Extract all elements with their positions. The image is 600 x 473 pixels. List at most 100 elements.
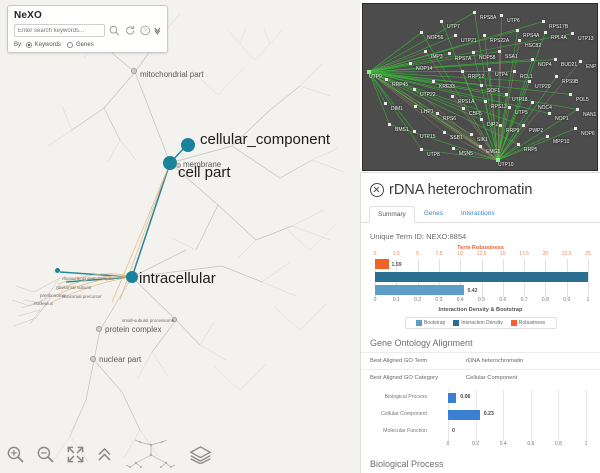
- gene-node-sik1[interactable]: [470, 133, 473, 136]
- gene-node-bud21[interactable]: [554, 58, 557, 61]
- gene-node-utp18[interactable]: [505, 93, 508, 96]
- gene-node-imp3[interactable]: [424, 50, 427, 53]
- gene-node-cbf5[interactable]: [462, 107, 465, 110]
- gene-node-rcl1[interactable]: [513, 70, 516, 73]
- gene-node-ssb1[interactable]: [443, 131, 446, 134]
- go-row-biological-process: Biological Process 0.06: [370, 390, 591, 407]
- filter-label: By:: [14, 42, 23, 48]
- search-icon[interactable]: [108, 24, 120, 37]
- gene-node-rps17b[interactable]: [542, 20, 545, 23]
- go-gridline: [586, 390, 587, 407]
- gene-node-rps13[interactable]: [484, 100, 487, 103]
- gene-node-rps9b[interactable]: [555, 75, 558, 78]
- gene-label-nop6: NOP6: [581, 131, 595, 137]
- fit-screen-icon[interactable]: [66, 445, 85, 464]
- refresh-icon[interactable]: [124, 24, 136, 37]
- gene-node-utp8[interactable]: [420, 148, 423, 151]
- tree-node-nuclear-part[interactable]: [90, 356, 96, 362]
- gene-node-enp1[interactable]: [579, 60, 582, 63]
- gene-node-utp6[interactable]: [500, 14, 503, 17]
- network-overview-icon[interactable]: [124, 439, 178, 469]
- gene-node-rps6[interactable]: [436, 112, 439, 115]
- gene-node-utp7[interactable]: [440, 20, 443, 23]
- robustness-tick: 25: [585, 251, 591, 257]
- unique-term-id: Unique Term ID: NEXO:8854: [370, 232, 467, 241]
- gene-node-nan1[interactable]: [576, 108, 579, 111]
- go-gridline: [558, 424, 560, 441]
- gene-node-utp21[interactable]: [454, 34, 457, 37]
- gene-label-dim1: DIM1: [391, 106, 403, 112]
- tree-node-cellular-component[interactable]: [181, 138, 195, 152]
- gene-node-lhp1[interactable]: [414, 105, 417, 108]
- search-input[interactable]: [14, 24, 106, 37]
- layers-icon[interactable]: [189, 444, 212, 464]
- gene-node-rps8a[interactable]: [473, 11, 476, 14]
- radio-keywords[interactable]: [25, 42, 32, 48]
- gene-node-rrp5[interactable]: [517, 143, 520, 146]
- tree-node-rnp-complex[interactable]: [55, 268, 60, 273]
- tab-genes[interactable]: Genes: [423, 210, 443, 217]
- tree-node-cell-part[interactable]: [163, 156, 177, 170]
- gene-node-nop58[interactable]: [472, 51, 475, 54]
- ontology-tree-canvas[interactable]: cellular_component cell part intracellul…: [0, 0, 360, 473]
- gene-node-msn5[interactable]: [452, 147, 455, 150]
- tab-interactions[interactable]: Interactions: [460, 210, 495, 217]
- gene-node-kre33[interactable]: [432, 80, 435, 83]
- tree-label-mitochondrial-part: mitochondrial part: [140, 70, 204, 79]
- help-icon[interactable]: ?: [139, 24, 151, 37]
- gene-node-rps4a[interactable]: [516, 29, 519, 32]
- gene-node-rps22a[interactable]: [483, 34, 486, 37]
- go-tick: 0: [446, 441, 450, 447]
- legend-item-interaction-density[interactable]: Interaction Density: [453, 320, 503, 326]
- gene-node-pwp2[interactable]: [522, 124, 525, 127]
- tree-node-mitochondrial-part[interactable]: [131, 68, 137, 74]
- gene-node-utp15[interactable]: [413, 130, 416, 133]
- gene-node-rps1a[interactable]: [451, 95, 454, 98]
- gene-node-rps7a[interactable]: [448, 52, 451, 55]
- gene-node-rpl4a[interactable]: [544, 31, 547, 34]
- radio-genes[interactable]: [67, 42, 74, 48]
- gene-node-ssa1[interactable]: [498, 50, 501, 53]
- gene-node-noc4[interactable]: [531, 101, 534, 104]
- gene-label-rpl4a: RPL4A: [551, 35, 567, 41]
- gene-node-utp4[interactable]: [488, 68, 491, 71]
- gene-node-nop4[interactable]: [531, 58, 534, 61]
- gene-node-bms1[interactable]: [388, 123, 391, 126]
- gene-node-emg1[interactable]: [479, 145, 482, 148]
- tree-node-protein-complex[interactable]: [96, 326, 102, 332]
- gene-node-nop56[interactable]: [420, 31, 423, 34]
- gene-node-pol5[interactable]: [569, 93, 572, 96]
- gene-node-rrp12[interactable]: [461, 70, 464, 73]
- biological-process-heading: Biological Process: [361, 450, 591, 473]
- gene-node-utp10[interactable]: [496, 158, 500, 162]
- gene-node-dip2[interactable]: [480, 118, 483, 121]
- gene-node-utp9[interactable]: [367, 70, 371, 74]
- gene-node-mpp10[interactable]: [546, 135, 549, 138]
- gene-node-dim1[interactable]: [384, 102, 387, 105]
- tree-node-intracellular[interactable]: [126, 271, 138, 283]
- tree-node-small-subunit-processome[interactable]: [172, 317, 177, 322]
- gene-interaction-network[interactable]: UTP9 UTP10 UTP7 RPS8A UTP6 RPS17B NOP56 UTP21 RP…: [362, 3, 598, 171]
- legend-item-robustness[interactable]: Robustness: [510, 320, 545, 326]
- legend-item-bootstrap[interactable]: Bootstrap: [415, 320, 445, 326]
- gene-node-rrp9[interactable]: [499, 124, 502, 127]
- tab-summary[interactable]: Summary: [369, 206, 415, 223]
- collapse-icon[interactable]: [154, 26, 161, 35]
- gene-node-hsc82[interactable]: [518, 39, 521, 42]
- tree-node-membrane[interactable]: [176, 163, 181, 168]
- gene-node-sof1[interactable]: [480, 84, 483, 87]
- zoom-in-icon[interactable]: [6, 445, 25, 464]
- gene-node-nop14[interactable]: [409, 62, 412, 65]
- gene-node-nop6[interactable]: [574, 127, 577, 130]
- gene-node-utp5[interactable]: [508, 106, 511, 109]
- gene-node-utp22[interactable]: [413, 88, 416, 91]
- collapse-chevrons-icon[interactable]: [96, 445, 113, 464]
- alignment-value-term: rDNA heterochromatin: [466, 358, 524, 364]
- gene-node-rrp45[interactable]: [385, 78, 388, 81]
- gene-node-utp13[interactable]: [571, 32, 574, 35]
- close-circle-icon[interactable]: [370, 183, 384, 197]
- gene-node-nop1[interactable]: [548, 112, 551, 115]
- gene-label-rps4a: RPS4A: [523, 33, 540, 39]
- gene-node-utp20[interactable]: [528, 80, 531, 83]
- zoom-out-icon[interactable]: [36, 445, 55, 464]
